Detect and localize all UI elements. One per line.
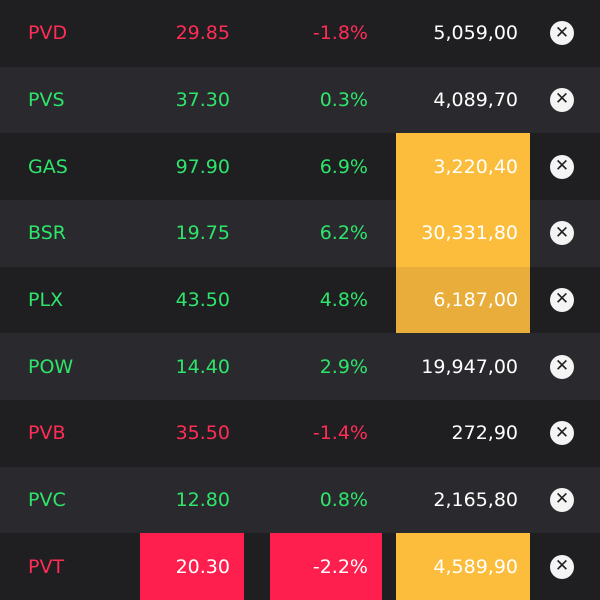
percent-change: 0.8% <box>319 488 368 511</box>
watchlist-row[interactable]: PVS 37.30 0.3% 4,089,70 ✕ <box>0 66 600 134</box>
remove-icon[interactable]: ✕ <box>550 87 574 112</box>
volume: 4,089,70 <box>433 88 518 111</box>
volume: 4,589,90 <box>396 533 530 600</box>
remove-icon[interactable]: ✕ <box>550 554 574 579</box>
volume: 2,165,80 <box>433 488 518 511</box>
percent-change: 6.2% <box>319 222 368 245</box>
percent-change: 2.9% <box>319 355 368 378</box>
percent-change: -1.8% <box>312 22 368 45</box>
volume: 272,90 <box>451 422 518 445</box>
watchlist-row[interactable]: BSR 19.75 6.2% 30,331,80 ✕ <box>0 200 600 267</box>
watchlist-row[interactable]: GAS 97.90 6.9% 3,220,40 ✕ <box>0 133 600 200</box>
remove-icon[interactable]: ✕ <box>550 421 574 446</box>
symbol: PVT <box>28 555 65 578</box>
percent-change: 6.9% <box>319 155 368 178</box>
symbol: BSR <box>28 222 66 245</box>
symbol: POW <box>28 355 74 378</box>
symbol: PLX <box>28 288 64 311</box>
watchlist-row[interactable]: PVD 29.85 -1.8% 5,059,00 ✕ <box>0 0 600 67</box>
volume: 3,220,40 <box>396 133 530 200</box>
percent-change: 0.3% <box>319 88 368 111</box>
price: 19.75 <box>175 222 230 245</box>
price: 12.80 <box>175 488 230 511</box>
price: 97.90 <box>175 155 230 178</box>
remove-icon[interactable]: ✕ <box>550 487 574 512</box>
watchlist-row[interactable]: PVB 35.50 -1.4% 272,90 ✕ <box>0 400 600 467</box>
watchlist-row[interactable]: PVC 12.80 0.8% 2,165,80 ✕ <box>0 466 600 534</box>
volume: 6,187,00 <box>396 266 530 334</box>
price: 29.85 <box>175 22 230 45</box>
remove-icon[interactable]: ✕ <box>550 21 574 46</box>
remove-icon[interactable]: ✕ <box>550 221 574 246</box>
price: 43.50 <box>175 288 230 311</box>
watchlist-row[interactable]: POW 14.40 2.9% 19,947,00 ✕ <box>0 333 600 400</box>
remove-icon[interactable]: ✕ <box>550 354 574 379</box>
percent-change: -1.4% <box>312 422 368 445</box>
price: 14.40 <box>175 355 230 378</box>
symbol: PVC <box>28 488 66 511</box>
price: 20.30 <box>140 533 244 600</box>
price: 35.50 <box>175 422 230 445</box>
remove-icon[interactable]: ✕ <box>550 287 574 312</box>
watchlist-row[interactable]: PLX 43.50 4.8% 6,187,00 ✕ <box>0 266 600 334</box>
volume: 30,331,80 <box>396 200 530 267</box>
watchlist-row[interactable]: PVT 20.30 -2.2% 4,589,90 ✕ <box>0 533 600 600</box>
percent-change: 4.8% <box>319 288 368 311</box>
volume: 19,947,00 <box>421 355 518 378</box>
volume: 5,059,00 <box>433 22 518 45</box>
percent-change: -2.2% <box>270 533 382 600</box>
price: 37.30 <box>175 88 230 111</box>
remove-icon[interactable]: ✕ <box>550 154 574 179</box>
symbol: GAS <box>28 155 68 178</box>
symbol: PVD <box>28 22 68 45</box>
symbol: PVB <box>28 422 66 445</box>
symbol: PVS <box>28 88 65 111</box>
